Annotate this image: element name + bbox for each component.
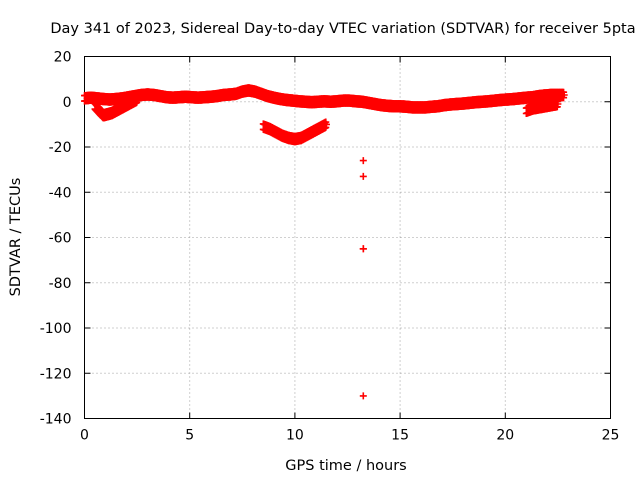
chart: 0 5 10 15 20 25 20 0 -20 -40 -60 -80 -100 -120 -140 D… (0, 0, 640, 480)
x-tick-label: 5 (185, 428, 194, 444)
y-tick-labels: 20 0 -20 -40 -60 -80 -100 -120 -140 (40, 50, 72, 428)
x-tick-label: 0 (80, 428, 89, 444)
series-outliers (360, 157, 367, 399)
y-tick-label: -120 (40, 366, 72, 382)
x-tick-label: 10 (286, 428, 304, 444)
x-tick-label: 20 (496, 428, 514, 444)
y-tick-label: -60 (49, 231, 72, 247)
y-tick-label: -140 (40, 412, 72, 428)
x-tick-label: 25 (602, 428, 620, 444)
y-tick-label: 20 (54, 50, 72, 66)
x-tick-label: 15 (391, 428, 409, 444)
series-main-track (81, 84, 568, 113)
y-tick-label: -40 (49, 185, 72, 201)
series-secondary-track (260, 119, 330, 146)
data-points (81, 84, 568, 399)
data-point (360, 392, 367, 399)
x-axis-label: GPS time / hours (285, 458, 406, 474)
y-tick-label: -80 (49, 276, 72, 292)
data-point (360, 157, 367, 164)
x-tick-labels: 0 5 10 15 20 25 (80, 428, 619, 444)
chart-title: Day 341 of 2023, Sidereal Day-to-day VTE… (50, 21, 635, 37)
y-tick-label: 0 (63, 95, 72, 111)
y-axis-label: SDTVAR / TECUs (8, 178, 24, 297)
data-point (360, 245, 367, 252)
data-point (360, 173, 367, 180)
y-tick-label: -20 (49, 140, 72, 156)
y-tick-label: -100 (40, 321, 72, 337)
